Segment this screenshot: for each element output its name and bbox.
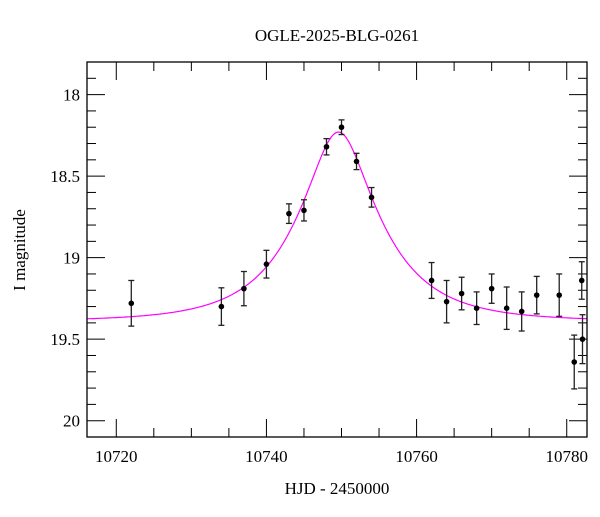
data-point — [578, 261, 585, 300]
data-point — [338, 119, 345, 136]
data-point — [353, 152, 360, 171]
data-point — [368, 186, 375, 208]
data-point — [473, 291, 480, 326]
marker — [518, 308, 525, 315]
marker — [353, 158, 360, 165]
data-point — [571, 334, 578, 390]
y-tick-label: 18.5 — [50, 167, 80, 186]
marker — [488, 285, 495, 292]
y-tick-label: 20 — [63, 412, 80, 431]
marker — [571, 359, 578, 365]
chart-title: OGLE-2025-BLG-0261 — [255, 26, 419, 45]
data-points — [128, 119, 586, 390]
data-point — [518, 291, 525, 332]
marker — [473, 305, 480, 311]
marker — [556, 292, 563, 298]
marker — [368, 194, 375, 201]
marker — [533, 292, 540, 298]
data-point — [218, 287, 225, 326]
y-tick-label: 18 — [63, 86, 80, 105]
data-point — [300, 199, 307, 222]
x-axis-label: HJD - 2450000 — [285, 479, 390, 498]
y-tick-label: 19.5 — [50, 330, 80, 349]
marker — [338, 124, 345, 131]
y-tick-label: 19 — [63, 249, 80, 268]
marker — [443, 298, 450, 305]
data-point — [263, 249, 270, 279]
marker — [579, 336, 586, 342]
data-point — [240, 270, 247, 307]
data-point — [488, 273, 495, 304]
x-tick-label: 10760 — [395, 447, 438, 466]
axis-ticks — [87, 61, 587, 438]
marker — [218, 303, 225, 310]
data-point — [443, 279, 450, 324]
x-tick-label: 10720 — [95, 447, 138, 466]
marker — [503, 305, 510, 311]
marker — [128, 300, 135, 307]
marker — [286, 210, 292, 217]
data-point — [323, 137, 330, 156]
marker — [241, 285, 247, 292]
marker — [263, 261, 270, 267]
model-curve — [87, 131, 587, 320]
data-point — [533, 275, 540, 315]
data-point — [579, 314, 586, 365]
marker — [428, 277, 435, 284]
data-point — [428, 261, 435, 300]
marker — [578, 277, 585, 284]
data-point — [128, 279, 135, 327]
marker — [323, 143, 330, 150]
data-point — [556, 273, 563, 317]
data-point — [458, 276, 465, 311]
marker — [301, 207, 307, 214]
x-tick-label: 10780 — [545, 447, 588, 466]
tick-labels: 10720 10740 10760 10780 18 18.5 19 19.5 20 — [50, 86, 588, 466]
data-point — [285, 203, 292, 225]
data-point — [503, 286, 510, 331]
marker — [458, 290, 465, 297]
plot-frame — [86, 61, 588, 438]
y-axis-label: I magnitude — [10, 209, 29, 291]
x-tick-label: 10740 — [245, 447, 288, 466]
